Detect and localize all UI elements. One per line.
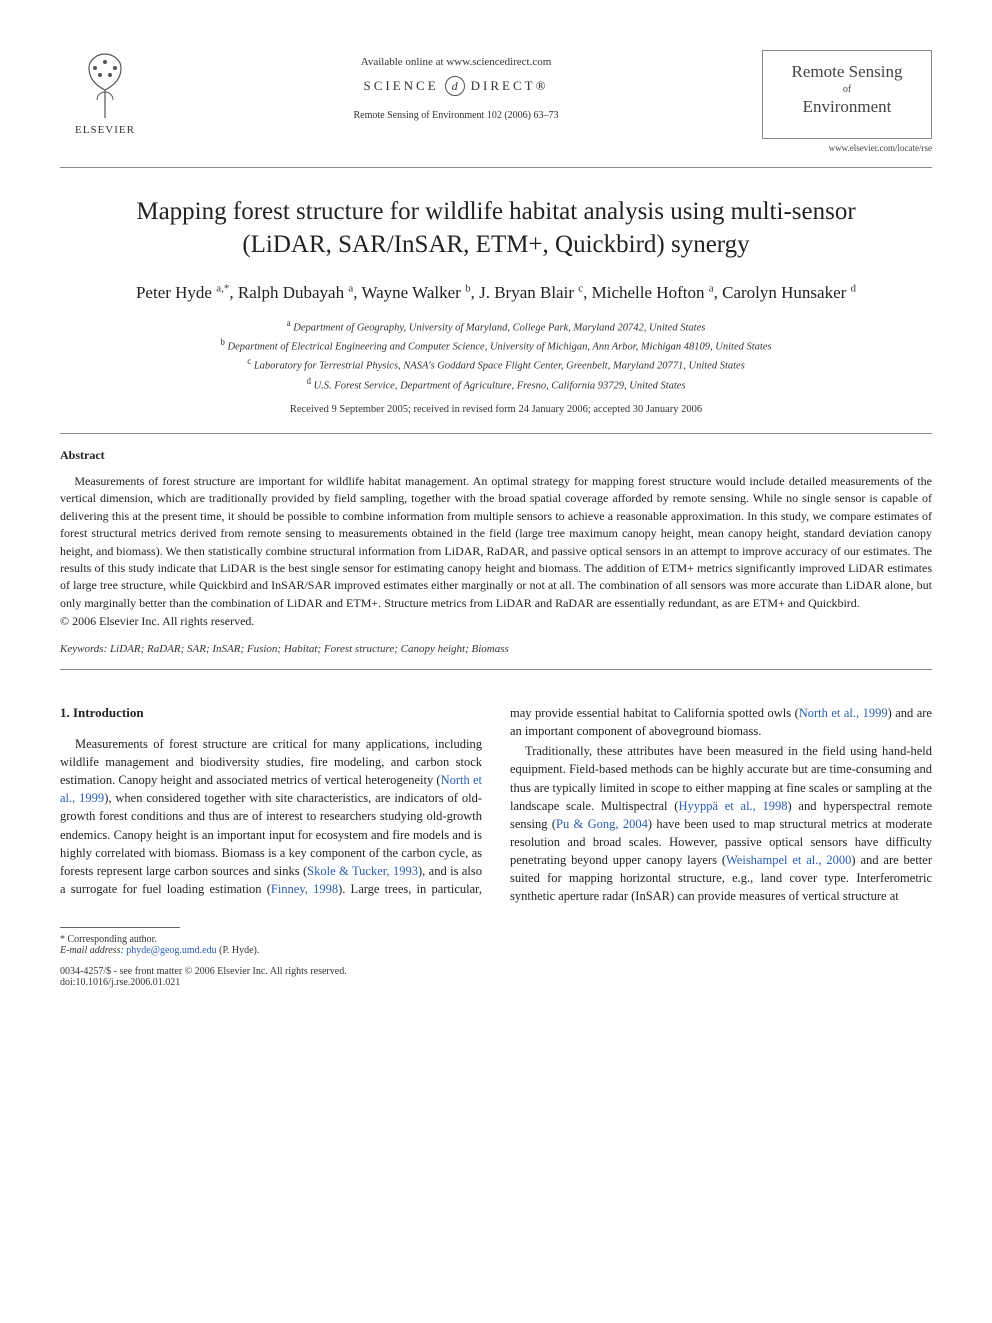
doi-line: doi:10.1016/j.rse.2006.01.021 bbox=[60, 977, 347, 988]
abstract-copyright: © 2006 Elsevier Inc. All rights reserved… bbox=[60, 614, 932, 629]
abstract-block: Abstract Measurements of forest structur… bbox=[60, 433, 932, 670]
intro-para-2: Traditionally, these attributes have bee… bbox=[510, 742, 932, 905]
journal-name-1: Remote Sensing bbox=[769, 61, 925, 83]
body-columns: 1. Introduction Measurements of forest s… bbox=[60, 704, 932, 905]
doi-row: 0034-4257/$ - see front matter © 2006 El… bbox=[60, 966, 932, 988]
journal-cover-box: Remote Sensing of Environment bbox=[762, 50, 932, 139]
sciencedirect-logo: SCIENCE d DIRECT® bbox=[364, 76, 549, 96]
keywords-list: LiDAR; RaDAR; SAR; InSAR; Fusion; Habita… bbox=[110, 643, 509, 655]
cite-hyyppa-1998[interactable]: Hyyppä et al., 1998 bbox=[678, 799, 787, 813]
sd-right: DIRECT® bbox=[471, 78, 549, 94]
author-list: Peter Hyde a,*, Ralph Dubayah a, Wayne W… bbox=[60, 281, 932, 305]
elsevier-tree-icon bbox=[75, 50, 135, 120]
publisher-label: ELSEVIER bbox=[60, 124, 150, 136]
issn-copyright-block: 0034-4257/$ - see front matter © 2006 El… bbox=[60, 966, 347, 988]
keywords-line: Keywords: LiDAR; RaDAR; SAR; InSAR; Fusi… bbox=[60, 643, 932, 655]
sd-left: SCIENCE bbox=[364, 78, 439, 94]
center-header: Available online at www.sciencedirect.co… bbox=[150, 50, 762, 121]
abstract-text: Measurements of forest structure are imp… bbox=[60, 473, 932, 612]
corresponding-author: * Corresponding author. bbox=[60, 934, 932, 945]
sd-swirl-icon: d bbox=[445, 76, 465, 96]
issn-line: 0034-4257/$ - see front matter © 2006 El… bbox=[60, 966, 347, 977]
email-line: E-mail address: phyde@geog.umd.edu (P. H… bbox=[60, 945, 932, 956]
citation-line: Remote Sensing of Environment 102 (2006)… bbox=[150, 110, 762, 121]
article-title: Mapping forest structure for wildlife ha… bbox=[100, 196, 892, 261]
journal-block-wrapper: Remote Sensing of Environment www.elsevi… bbox=[762, 50, 932, 159]
cite-pu-gong-2004[interactable]: Pu & Gong, 2004 bbox=[556, 817, 648, 831]
keywords-label: Keywords: bbox=[60, 643, 107, 655]
email-label: E-mail address: bbox=[60, 945, 124, 956]
article-dates: Received 9 September 2005; received in r… bbox=[60, 404, 932, 415]
cite-north-1999-b[interactable]: North et al., 1999 bbox=[799, 706, 888, 720]
cite-skole-tucker-1993[interactable]: Skole & Tucker, 1993 bbox=[307, 864, 418, 878]
affiliations: a Department of Geography, University of… bbox=[60, 317, 932, 394]
footnote-rule bbox=[60, 927, 180, 928]
section-1-heading: 1. Introduction bbox=[60, 704, 482, 723]
cite-finney-1998[interactable]: Finney, 1998 bbox=[271, 882, 338, 896]
journal-of: of bbox=[769, 83, 925, 96]
abstract-heading: Abstract bbox=[60, 448, 932, 463]
corresponding-email[interactable]: phyde@geog.umd.edu bbox=[126, 945, 216, 956]
footnote-block: * Corresponding author. E-mail address: … bbox=[60, 927, 932, 956]
locate-url[interactable]: www.elsevier.com/locate/rse bbox=[762, 143, 932, 153]
header-row: ELSEVIER Available online at www.science… bbox=[60, 50, 932, 159]
email-who: (P. Hyde). bbox=[219, 945, 259, 956]
publisher-logo-block: ELSEVIER bbox=[60, 50, 150, 136]
header-rule bbox=[60, 167, 932, 168]
journal-name-2: Environment bbox=[769, 96, 925, 118]
cite-weishampel-2000[interactable]: Weishampel et al., 2000 bbox=[726, 853, 851, 867]
available-online-line: Available online at www.sciencedirect.co… bbox=[150, 56, 762, 68]
